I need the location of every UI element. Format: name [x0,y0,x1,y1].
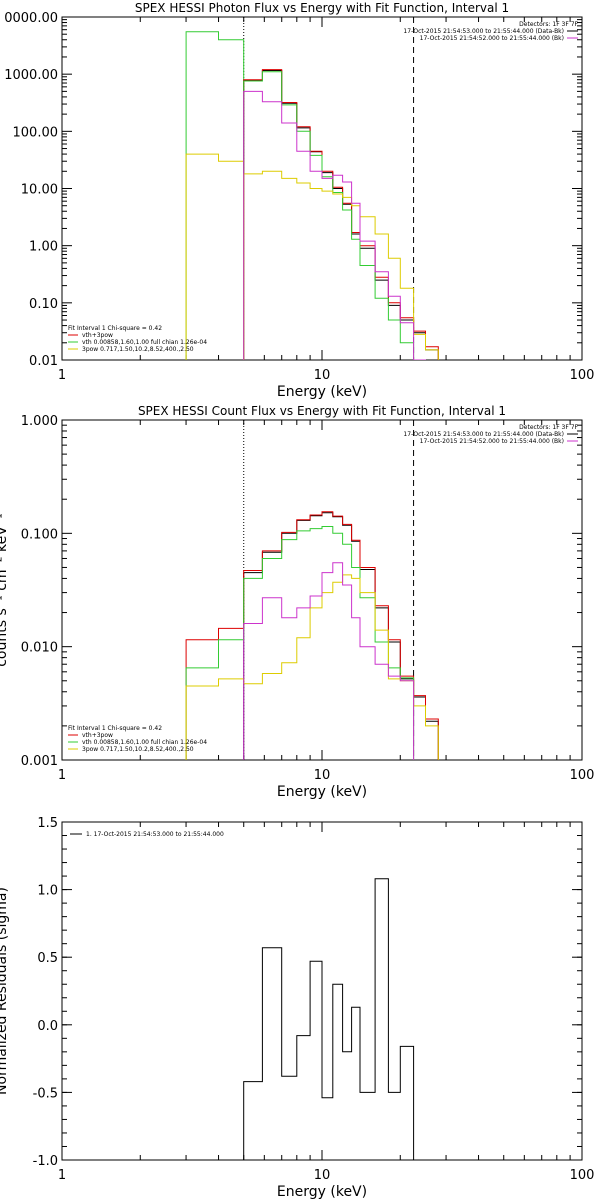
x-tick-label: 10 [314,368,331,383]
legend-entry-label: vth 0.00858,1.60,1.00 full chian 1.26e-0… [82,339,207,346]
chart-title: SPEX HESSI Photon Flux vs Energy with Fi… [135,1,509,15]
y-tick-label: 0.010 [21,641,58,656]
series-step-line [243,70,439,360]
y-tick-label: 1.00 [29,240,58,255]
chart-title: SPEX HESSI Count Flux vs Energy with Fit… [138,404,506,418]
x-tick-label: 10 [314,1168,331,1183]
series-step-line [243,90,426,360]
y-tick-label: 1.5 [37,816,58,831]
legend-entry-label: vth+3pow [82,732,113,739]
y-tick-label: 0.001 [21,754,58,769]
series-step-line [243,878,415,1160]
x-axis-label: Energy (keV) [277,384,367,400]
plot-area [185,31,439,360]
plot-area [185,511,439,760]
y-axis-label: Normalized Residuals (sigma) [0,887,10,1095]
legend-entry-label: 17-Oct-2015 21:54:52.000 to 21:55:44.000… [420,438,564,445]
y-axis-label: counts s⁻¹ cm⁻² keV⁻¹ [0,513,10,667]
y-tick-label: 0000.00 [4,11,58,26]
y-tick-label: 0.100 [21,527,58,542]
x-tick-label: 10 [314,768,331,783]
y-tick-label: -1.0 [33,1154,58,1169]
x-tick-label: 100 [570,768,595,783]
y-tick-label: 0.01 [29,354,58,369]
series-step-line [243,562,415,760]
series-step-line [243,69,439,360]
series-step-line [243,170,439,360]
panel-1: SPEX HESSI Photon Flux vs Energy with Fi… [4,1,594,400]
legend-header: Fit Interval 1 Chi-square = 0.42 [68,725,162,732]
y-tick-label: 100.00 [13,125,59,140]
x-tick-label: 1 [58,368,66,383]
legend-header: Detectors: 1F 3F 7F [519,21,578,28]
series-step-line [185,511,439,760]
x-tick-label: 100 [570,1168,595,1183]
panel-2: SPEX HESSI Count Flux vs Energy with Fit… [0,404,594,800]
series-step-line [243,512,439,760]
series-step-line [185,31,245,360]
y-tick-label: 0.0 [37,1019,58,1034]
y-tick-label: 1.0 [37,884,58,899]
legend-entry-label: 17-Oct-2015 21:54:52.000 to 21:55:44.000… [420,35,564,42]
panel-3: 1 10 100 Energy (keV) 1.5 1.0 0.5 0.0 -0.5 -1.0 No… [0,816,594,1200]
x-tick-label: 1 [58,768,66,783]
series-step-line [185,526,415,760]
plot-area [243,878,415,1160]
legend-entry-label: vth+3pow [82,332,113,339]
legend-entry-label: 3pow 0.717,1.50,10.2,8.52,400.,2.50 [82,746,194,753]
series-step-line [243,71,415,360]
y-tick-label: 1.000 [21,414,58,429]
legend-header: Fit Interval 1 Chi-square = 0.42 [68,325,162,332]
y-tick-label: 0.5 [37,951,58,966]
y-tick-label: -0.5 [33,1086,58,1101]
legend-entry-label: 1. 17-Oct-2015 21:54:53.000 to 21:55:44.… [86,831,224,838]
legend-entry-label: 17-Oct-2015 21:54:53.000 to 21:55:44.000… [403,431,564,438]
legend-entry-label: 17-Oct-2015 21:54:53.000 to 21:55:44.000… [403,28,564,35]
x-axis-label: Energy (keV) [277,1184,367,1200]
legend-header: Detectors: 1F 3F 7F [519,424,578,431]
legend-entry-label: 3pow 0.717,1.50,10.2,8.52,400.,2.50 [82,346,194,353]
y-tick-label: 10.00 [21,183,58,198]
y-tick-label: 1000.00 [4,68,58,83]
x-axis-label: Energy (keV) [277,784,367,800]
legend-entry-label: vth 0.00858,1.60,1.00 full chian 1.26e-0… [82,739,207,746]
series-step-line [185,153,245,360]
x-tick-label: 100 [570,368,595,383]
x-tick-label: 1 [58,1168,66,1183]
y-tick-label: 0.10 [29,297,58,312]
